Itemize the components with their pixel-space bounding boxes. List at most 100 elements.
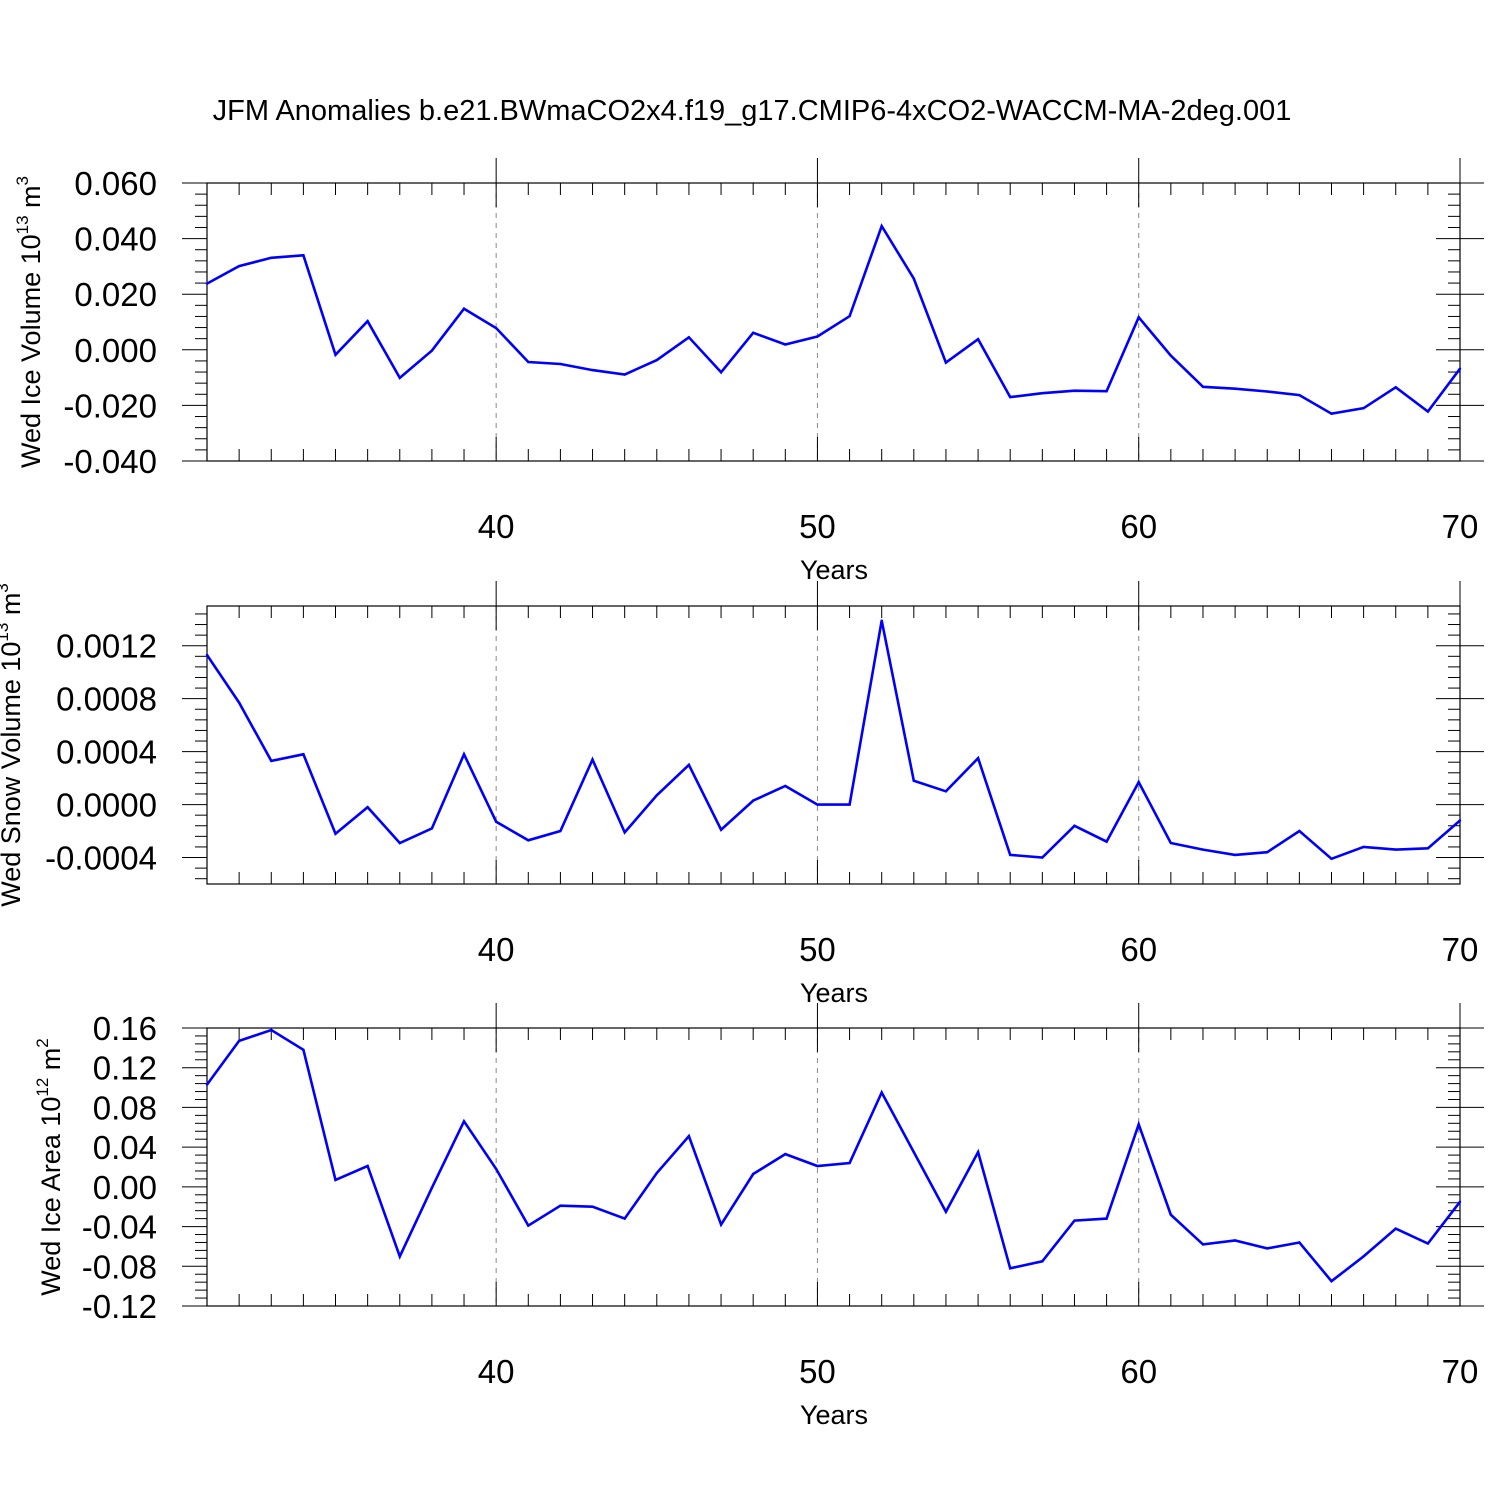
data-point xyxy=(1073,389,1076,392)
data-point xyxy=(655,358,658,362)
data-point xyxy=(1041,391,1044,395)
data-point xyxy=(559,829,562,833)
data-point xyxy=(944,1210,948,1213)
data-point xyxy=(270,1028,273,1032)
data-point xyxy=(1233,853,1237,857)
data-point xyxy=(784,1152,787,1156)
data-point xyxy=(430,1186,434,1190)
data-point xyxy=(1009,1267,1012,1270)
data-point xyxy=(270,759,273,763)
data-point xyxy=(1458,819,1462,822)
x-tick-label: 50 xyxy=(799,508,836,545)
data-point xyxy=(687,763,691,767)
plot-frame xyxy=(206,1027,1461,1307)
x-tick-label: 50 xyxy=(799,931,836,968)
data-point xyxy=(366,1164,369,1168)
data-point xyxy=(816,1164,819,1168)
data-point xyxy=(1362,845,1365,849)
data-point xyxy=(751,1172,755,1176)
data-point xyxy=(398,376,401,380)
panel-1: -0.040 -0.020 0.000 0.020 0.040 0.060 40 50 60 70… xyxy=(13,158,1484,585)
data-point xyxy=(880,224,883,228)
plot-frame xyxy=(206,182,1461,462)
data-point xyxy=(494,326,498,330)
y-tick-label: 0.0000 xyxy=(56,787,157,824)
data-point xyxy=(591,758,594,761)
y-tick-label: 0.000 xyxy=(74,332,157,369)
y-tick-label: 0.0004 xyxy=(56,734,157,771)
data-point xyxy=(366,319,369,323)
y-tick-label: 0.0008 xyxy=(56,681,157,718)
y-tick-label: 0.04 xyxy=(93,1129,157,1166)
data-point xyxy=(398,841,401,845)
data-point xyxy=(912,779,916,782)
data-point xyxy=(1169,354,1173,357)
data-point xyxy=(334,832,337,835)
data-point xyxy=(1330,412,1333,415)
data-point xyxy=(1426,410,1430,413)
data-point xyxy=(1137,316,1140,319)
data-point xyxy=(848,314,851,318)
data-point xyxy=(1266,390,1269,393)
x-axis-label: Years xyxy=(800,555,868,585)
y-tick-label: -0.020 xyxy=(63,387,157,424)
data-point xyxy=(623,373,626,376)
x-tick-label: 60 xyxy=(1120,508,1157,545)
data-point xyxy=(302,1048,305,1052)
data-point xyxy=(655,1171,658,1175)
data-point xyxy=(1105,840,1108,843)
data-point xyxy=(1362,406,1365,410)
y-tick-label: -0.12 xyxy=(82,1288,157,1325)
data-point xyxy=(816,803,819,806)
data-point xyxy=(302,753,305,756)
data-point xyxy=(430,349,434,352)
data-point xyxy=(1041,856,1044,859)
panel-2: -0.0004 0.0000 0.0004 0.0008 0.0012 40 50 60 70 Y… xyxy=(0,581,1484,1008)
data-point xyxy=(1041,1260,1044,1263)
x-tick-label: 70 xyxy=(1442,1353,1479,1390)
data-point xyxy=(944,790,948,793)
data-point xyxy=(1137,780,1140,784)
data-point xyxy=(687,1135,691,1138)
data-point xyxy=(623,831,626,834)
series-line xyxy=(205,620,1461,861)
data-point xyxy=(559,362,562,366)
y-tick-label: 0.060 xyxy=(74,165,157,202)
data-point xyxy=(1266,851,1269,854)
data-point xyxy=(1169,841,1173,845)
data-point xyxy=(1201,1243,1205,1246)
chart-title: JFM Anomalies b.e21.BWmaCO2x4.f19_g17.CM… xyxy=(213,95,1292,127)
data-point xyxy=(494,1167,498,1171)
data-point xyxy=(1298,1241,1301,1244)
data-point xyxy=(205,282,209,285)
data-point xyxy=(462,753,466,756)
data-point xyxy=(1426,847,1430,850)
data-point xyxy=(719,1223,723,1226)
data-point xyxy=(205,653,209,657)
y-tick-label: 0.16 xyxy=(93,1010,157,1047)
data-point xyxy=(784,784,787,788)
data-point xyxy=(1201,385,1205,388)
data-point xyxy=(462,307,466,310)
y-tick-label: -0.04 xyxy=(82,1209,157,1246)
data-point xyxy=(302,254,305,257)
data-point xyxy=(1073,1219,1076,1222)
data-point xyxy=(976,338,980,341)
plot-frame xyxy=(206,605,1461,885)
data-point xyxy=(334,1178,337,1182)
x-tick-label: 70 xyxy=(1442,508,1479,545)
data-point xyxy=(1233,387,1237,390)
x-axis-label: Years xyxy=(800,978,868,1008)
data-point xyxy=(1394,848,1397,851)
data-point xyxy=(527,360,530,364)
data-point xyxy=(1105,1217,1108,1220)
data-point xyxy=(1009,395,1012,399)
data-point xyxy=(237,1039,241,1043)
data-point xyxy=(591,1205,594,1208)
y-tick-label: 0.040 xyxy=(74,221,157,258)
data-point xyxy=(334,353,337,357)
data-point xyxy=(1458,367,1462,370)
y-tick-label: 0.12 xyxy=(93,1050,157,1087)
x-axis-label: Years xyxy=(800,1400,868,1430)
